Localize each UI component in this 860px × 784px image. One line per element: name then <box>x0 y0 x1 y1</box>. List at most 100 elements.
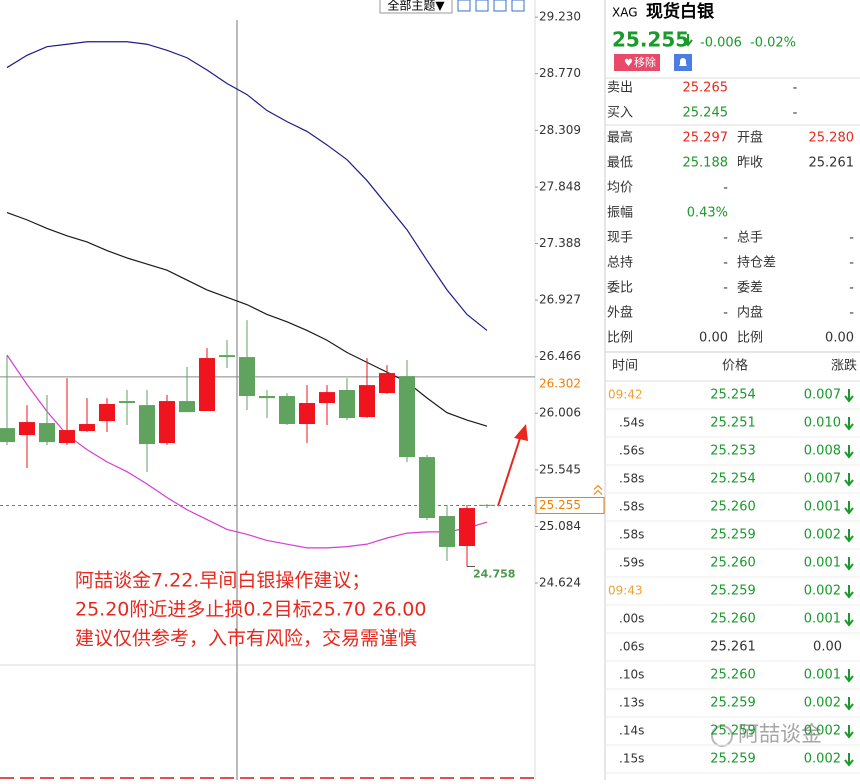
y-tick-label: 27.388 <box>539 236 581 250</box>
candle-body <box>199 358 215 412</box>
y-tick-label: 25.545 <box>539 462 581 476</box>
quote-value: - <box>723 256 728 271</box>
heart-icon[interactable]: ♥ <box>624 58 633 69</box>
y-tick-label: 24.624 <box>539 575 581 589</box>
symbol: XAG <box>612 6 638 20</box>
trade-change: 0.002 <box>804 584 841 599</box>
trade-change: 0.002 <box>804 752 841 767</box>
toolbar-icons[interactable] <box>457 0 525 12</box>
candle-body <box>319 392 335 404</box>
quote-label: 内盘 <box>737 305 763 321</box>
quote-value: - <box>849 231 854 246</box>
trade-time: 09:42 <box>608 388 643 402</box>
quote-label: 比例 <box>607 331 633 346</box>
y-tick-label: 28.309 <box>539 123 581 137</box>
down-arrow <box>683 34 693 47</box>
remove-label[interactable]: 移除 <box>634 55 656 69</box>
candle-body <box>259 396 275 399</box>
quote-value: - <box>849 306 854 321</box>
trade-price: 25.259 <box>710 696 756 711</box>
candle-body <box>219 355 235 358</box>
trade-arrow <box>844 557 854 571</box>
quote-value: 25.265 <box>683 81 729 96</box>
trade-time: .15s <box>619 752 644 766</box>
quote-value: - <box>723 306 728 321</box>
annotation: 建议仅供参考，入市有风险，交易需谨慎 <box>75 628 417 650</box>
candle-body <box>0 428 15 443</box>
candle-body <box>39 423 55 443</box>
candle-body <box>379 373 395 394</box>
change: -0.006 <box>700 36 742 51</box>
trades-header: 时间 <box>612 359 638 374</box>
trade-time: .58s <box>619 472 644 486</box>
y-tick-label: 25.084 <box>539 519 581 533</box>
quote-label: 振幅 <box>607 206 633 221</box>
quote-value: 0.00 <box>825 331 854 346</box>
trade-change: 0.001 <box>804 556 841 571</box>
quote-label: 最低 <box>607 156 633 171</box>
trade-arrow <box>844 445 854 459</box>
last-price-label: 25.255 <box>539 498 581 512</box>
trade-change: 0.002 <box>804 696 841 711</box>
theme-button[interactable] <box>379 0 453 14</box>
price: 25.255 <box>612 28 689 52</box>
quote-label: 均价 <box>607 181 633 196</box>
y-tick-label: 28.770 <box>539 66 581 80</box>
quote-label: 现手 <box>607 231 633 246</box>
theme-button-label[interactable]: 全部主题▼ <box>387 0 445 13</box>
trade-time: .13s <box>619 696 644 710</box>
trade-time: .10s <box>619 668 644 682</box>
trade-price: 25.251 <box>710 416 756 431</box>
trade-change: 0.001 <box>804 668 841 683</box>
watermark-icon <box>711 725 733 747</box>
candle-body <box>339 390 355 419</box>
ma-line <box>6 354 488 549</box>
bell-icon[interactable] <box>679 58 687 66</box>
candle-body <box>239 357 255 397</box>
trade-time: 09:43 <box>608 584 643 598</box>
candle-body <box>139 405 155 445</box>
quote-value: - <box>723 281 728 296</box>
quote-label: 委差 <box>737 281 763 296</box>
quote-value: 25.188 <box>683 156 729 171</box>
quote-label: 最高 <box>607 130 633 146</box>
trade-arrow <box>844 669 854 683</box>
trade-arrow <box>844 697 854 711</box>
watermark: 阿喆谈金 <box>738 722 822 746</box>
trade-change: 0.007 <box>804 472 841 487</box>
trade-time: .56s <box>619 444 644 458</box>
trade-change: 0.001 <box>804 500 841 515</box>
trade-price: 25.260 <box>710 612 756 627</box>
trades-header: 涨跌 <box>831 358 857 374</box>
trade-change: 0.002 <box>804 724 841 739</box>
remove-button[interactable] <box>614 54 660 71</box>
candle-body <box>399 376 415 458</box>
trade-change: 0.002 <box>804 528 841 543</box>
trade-arrow <box>844 501 854 515</box>
trade-price: 25.259 <box>710 752 756 767</box>
trades-header: 价格 <box>722 358 748 374</box>
y-tick-label: 26.927 <box>539 293 581 307</box>
trade-arrow <box>844 725 854 739</box>
annotation-arrow <box>497 431 523 507</box>
quote-value: 25.261 <box>809 156 855 171</box>
instrument-name: 现货白银 <box>646 1 715 22</box>
trade-change: 0.008 <box>804 444 841 459</box>
trade-arrow <box>844 389 854 403</box>
ma-line <box>6 41 488 331</box>
candle-body <box>59 430 75 444</box>
trade-change: 0.007 <box>804 388 841 403</box>
trade-price: 25.259 <box>710 528 756 543</box>
trade-arrow <box>844 417 854 431</box>
candle-body <box>299 403 315 425</box>
quote-value: - <box>793 81 798 96</box>
annotation: 阿喆谈金7.22.早间白银操作建议； <box>75 570 370 592</box>
trade-arrow <box>844 753 854 767</box>
candle-body <box>179 401 195 413</box>
candle-body <box>359 385 375 418</box>
trade-price: 25.254 <box>710 472 756 487</box>
annotation: 25.20附近进多止损0.2目标25.70 26.00 <box>75 599 426 621</box>
trade-price: 25.260 <box>710 668 756 683</box>
